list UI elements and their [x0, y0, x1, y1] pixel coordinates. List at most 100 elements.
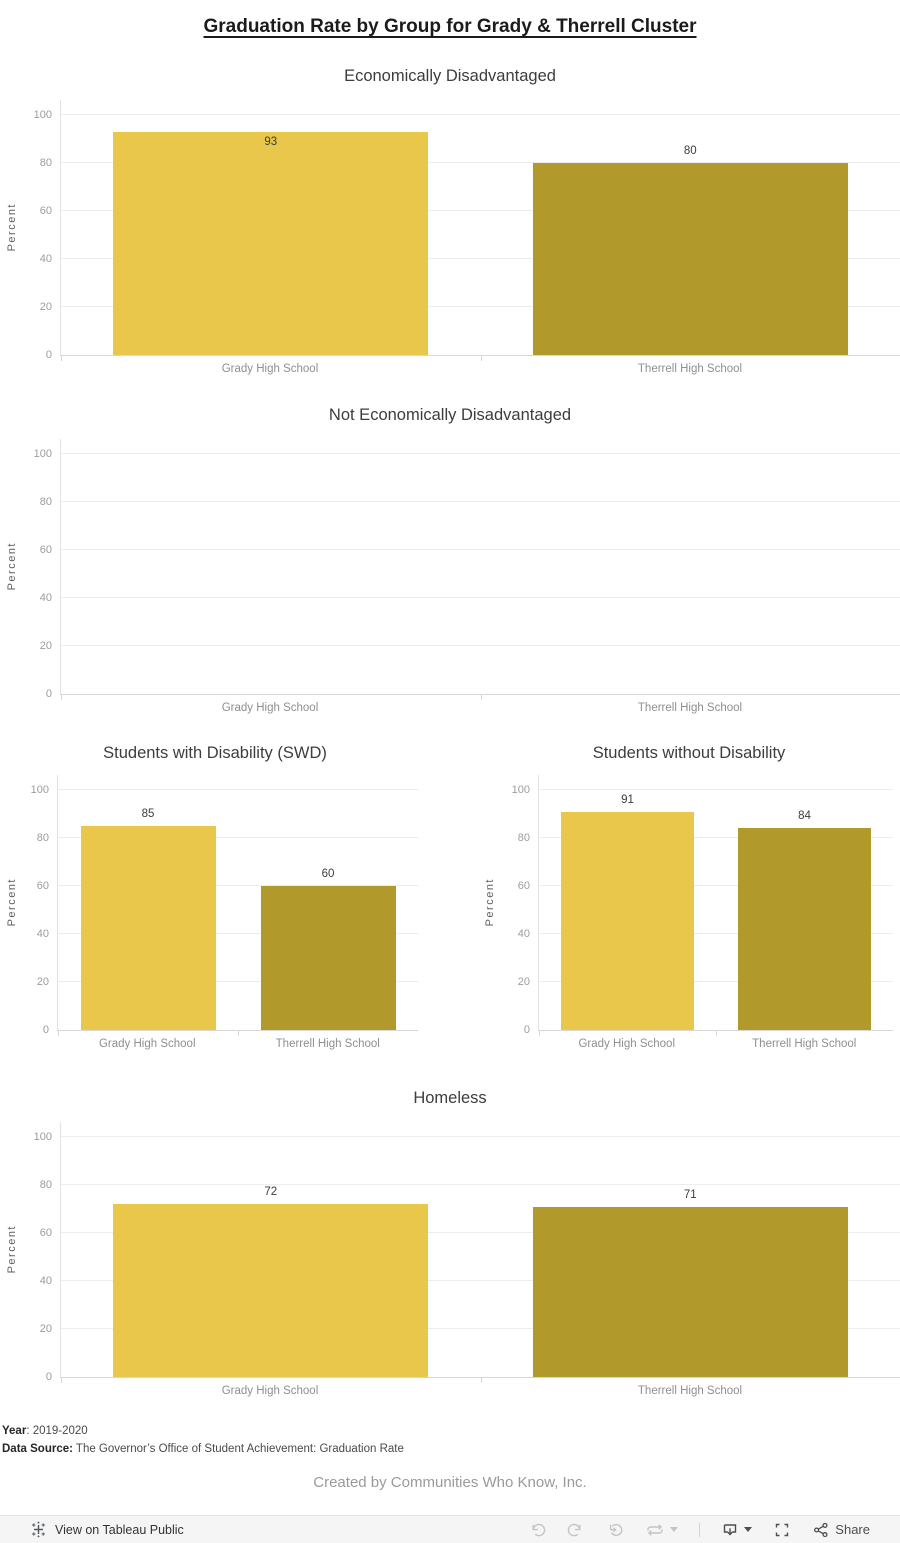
refresh-icon [645, 1521, 665, 1539]
gridline [61, 453, 900, 454]
data-source-label: Data Source: [2, 1443, 73, 1455]
x-category-label: Therrell High School [480, 702, 900, 714]
y-tick-label: 40 [40, 253, 52, 265]
bar-value-label: 60 [238, 868, 418, 881]
axis-tick [61, 1377, 62, 1383]
view-on-tableau-public-label: View on Tableau Public [55, 1523, 184, 1537]
credit-line: Created by Communities Who Know, Inc. [0, 1474, 900, 1491]
bar-therrell-high-school[interactable] [261, 886, 396, 1030]
reset-button[interactable] [606, 1521, 624, 1539]
share-label: Share [835, 1522, 870, 1537]
y-tick-label: 20 [40, 640, 52, 652]
bar-value-label: 91 [539, 794, 716, 807]
y-tick-label: 0 [46, 349, 52, 361]
y-tick-label: 40 [40, 592, 52, 604]
undo-button[interactable] [528, 1521, 546, 1539]
y-tick-label: 20 [37, 976, 49, 988]
x-category-label: Grady High School [60, 702, 480, 714]
refresh-button[interactable] [645, 1521, 678, 1539]
bar-therrell-high-school[interactable] [533, 1207, 848, 1377]
axis-tick [481, 694, 482, 700]
tableau-logo-icon [30, 1521, 47, 1538]
chart-title: Students without Disability [430, 742, 900, 764]
y-tick-label: 20 [40, 301, 52, 313]
axis-tick [481, 1377, 482, 1383]
download-icon [721, 1521, 739, 1539]
share-button[interactable]: Share [812, 1521, 870, 1539]
bar-value-label: 72 [61, 1186, 481, 1199]
y-tick-label: 60 [37, 880, 49, 892]
bar-grady-high-school[interactable] [81, 826, 216, 1030]
y-tick-label: 100 [34, 1131, 52, 1143]
axis-tick [716, 1030, 717, 1036]
y-tick-label: 60 [40, 544, 52, 556]
chart-title: Not Economically Disadvantaged [0, 404, 900, 426]
chart-title: Homeless [0, 1087, 900, 1109]
y-tick-label: 80 [40, 496, 52, 508]
bar-therrell-high-school[interactable] [738, 828, 871, 1030]
y-tick-label: 0 [43, 1024, 49, 1036]
bar-grady-high-school[interactable] [561, 812, 694, 1030]
gridline [61, 114, 900, 115]
y-tick-label: 0 [46, 688, 52, 700]
plot-area: 85 60 [57, 775, 418, 1031]
data-source-value: The Governor’s Office of Student Achieve… [73, 1443, 404, 1455]
axis-tick [58, 1030, 59, 1036]
year-label: Year [2, 1425, 26, 1437]
bar-value-label: 93 [61, 136, 481, 149]
gridline [61, 597, 900, 598]
toolbar-actions: Share [528, 1521, 870, 1539]
axis-tick [61, 694, 62, 700]
axis-tick [481, 355, 482, 361]
undo-icon [528, 1521, 546, 1539]
x-category-label: Therrell High School [480, 363, 900, 375]
redo-button[interactable] [567, 1521, 585, 1539]
bar-grady-high-school[interactable] [113, 132, 428, 355]
y-tick-label: 0 [46, 1371, 52, 1383]
download-button[interactable] [721, 1521, 752, 1539]
y-axis-title: Percent [484, 878, 496, 926]
chart-title: Students with Disability (SWD) [0, 742, 430, 764]
y-tick-label: 60 [40, 205, 52, 217]
axis-tick [539, 1030, 540, 1036]
y-tick-label: 80 [40, 1179, 52, 1191]
half-width-charts-row: Students with Disability (SWD) Percent 0… [0, 742, 900, 1050]
bar-therrell-high-school[interactable] [533, 163, 848, 355]
view-on-tableau-public-link[interactable]: View on Tableau Public [30, 1521, 184, 1538]
footer-source-line: Data Source: The Governor’s Office of St… [2, 1440, 900, 1458]
bar-value-label: 85 [58, 808, 238, 821]
bar-value-label: 71 [481, 1189, 900, 1202]
redo-icon [567, 1521, 585, 1539]
x-category-label: Therrell High School [480, 1385, 900, 1397]
gridline [61, 1136, 900, 1137]
chart-students-with-disability: Students with Disability (SWD) Percent 0… [0, 742, 430, 1050]
gridline [61, 501, 900, 502]
footer-year-line: Year: 2019-2020 [2, 1422, 900, 1440]
y-tick-label: 20 [518, 976, 530, 988]
bar-value-label: 80 [481, 145, 900, 158]
y-tick-label: 100 [31, 784, 49, 796]
gridline [61, 645, 900, 646]
y-axis-title: Percent [6, 542, 18, 590]
bar-grady-high-school[interactable] [113, 1204, 428, 1377]
plot-area [60, 439, 900, 695]
fullscreen-button[interactable] [773, 1521, 791, 1539]
y-tick-label: 100 [512, 784, 530, 796]
download-options-caret-icon [744, 1527, 752, 1532]
